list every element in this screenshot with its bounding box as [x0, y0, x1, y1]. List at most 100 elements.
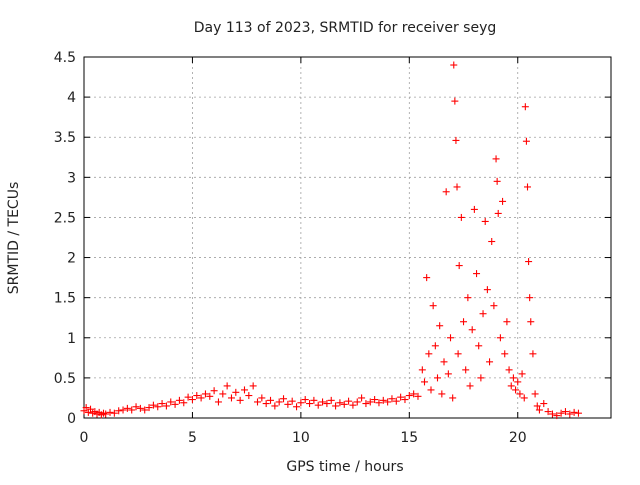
data-point [379, 396, 387, 404]
data-point [249, 382, 257, 390]
data-point [336, 399, 344, 407]
y-tick-label: 3.5 [54, 130, 76, 146]
data-point [232, 388, 240, 396]
data-point [275, 398, 283, 406]
data-point [128, 406, 136, 414]
data-point [481, 217, 489, 225]
data-point [314, 401, 322, 409]
data-point [570, 408, 578, 416]
y-tick-label: 1 [67, 331, 76, 347]
x-tick-label: 15 [400, 430, 418, 446]
data-point [535, 406, 543, 414]
data-point [492, 155, 500, 163]
data-point [553, 412, 561, 420]
data-point [518, 370, 526, 378]
data-point [470, 205, 478, 213]
data-point [327, 396, 335, 404]
data-point [512, 386, 520, 394]
data-point [434, 374, 442, 382]
data-point [529, 350, 537, 358]
data-point [452, 136, 460, 144]
data-point [271, 402, 279, 410]
data-point [119, 406, 127, 414]
data-point [561, 408, 569, 416]
data-point [488, 238, 496, 246]
data-point [284, 400, 292, 408]
data-point [392, 397, 400, 405]
data-point [388, 395, 396, 403]
data-point [425, 350, 433, 358]
y-tick-label: 0.5 [54, 371, 76, 387]
data-point [280, 395, 288, 403]
data-point [219, 390, 227, 398]
x-axis-label: GPS time / hours [286, 459, 403, 475]
y-tick-label: 4.5 [54, 50, 76, 66]
data-point [453, 183, 461, 191]
data-point [349, 401, 357, 409]
data-point [180, 399, 188, 407]
data-point [353, 398, 361, 406]
data-point [444, 370, 452, 378]
data-point [477, 374, 485, 382]
y-axis-label: SRMTID / TECUs [6, 182, 22, 295]
data-point [188, 396, 196, 404]
data-point [102, 410, 110, 418]
grid [84, 57, 611, 418]
data-point [496, 334, 504, 342]
y-tick-label: 4 [67, 90, 76, 106]
data-point [455, 262, 463, 270]
data-point [167, 398, 175, 406]
data-point [533, 402, 541, 410]
data-point [503, 318, 511, 326]
data-point [375, 399, 383, 407]
axis-ticks: 0 0.5 1 1.5 2 2.5 3 3.5 4 4.5 0 5 10 15 20 [54, 50, 611, 446]
data-point [214, 398, 222, 406]
data-point [306, 400, 314, 408]
data-point [526, 294, 534, 302]
x-tick-label: 5 [188, 430, 197, 446]
data-point [115, 407, 123, 415]
data-point [509, 374, 517, 382]
data-point [323, 400, 331, 408]
data-point [340, 400, 348, 408]
data-point [494, 209, 502, 217]
data-point [466, 382, 474, 390]
x-tick-label: 20 [509, 430, 527, 446]
data-point [507, 382, 515, 390]
data-point [493, 177, 501, 185]
data-point [293, 403, 301, 411]
data-point [332, 402, 340, 410]
data-point [410, 390, 418, 398]
data-point [516, 390, 524, 398]
data-point [175, 396, 183, 404]
data-point [414, 392, 422, 400]
data-point [521, 103, 529, 111]
data-point [87, 405, 95, 413]
data-point [531, 390, 539, 398]
data-point [197, 394, 205, 402]
data-point [206, 392, 214, 400]
data-point [423, 274, 431, 282]
plot-frame [83, 56, 612, 419]
data-point [505, 366, 513, 374]
data-point [440, 358, 448, 366]
chart-title: Day 113 of 2023, SRMTID for receiver sey… [194, 20, 497, 36]
data-point [366, 398, 374, 406]
data-point [431, 342, 439, 350]
data-point [451, 97, 459, 105]
data-point [162, 402, 170, 410]
data-point [193, 392, 201, 400]
data-point [540, 400, 548, 408]
data-point [358, 394, 366, 402]
data-point [136, 404, 144, 412]
data-point [362, 400, 370, 408]
data-point [371, 396, 379, 404]
data-point [457, 213, 465, 221]
data-point [145, 404, 153, 412]
data-point [566, 410, 574, 418]
data-point [110, 409, 118, 417]
data-points [80, 61, 582, 420]
data-point [548, 410, 556, 418]
